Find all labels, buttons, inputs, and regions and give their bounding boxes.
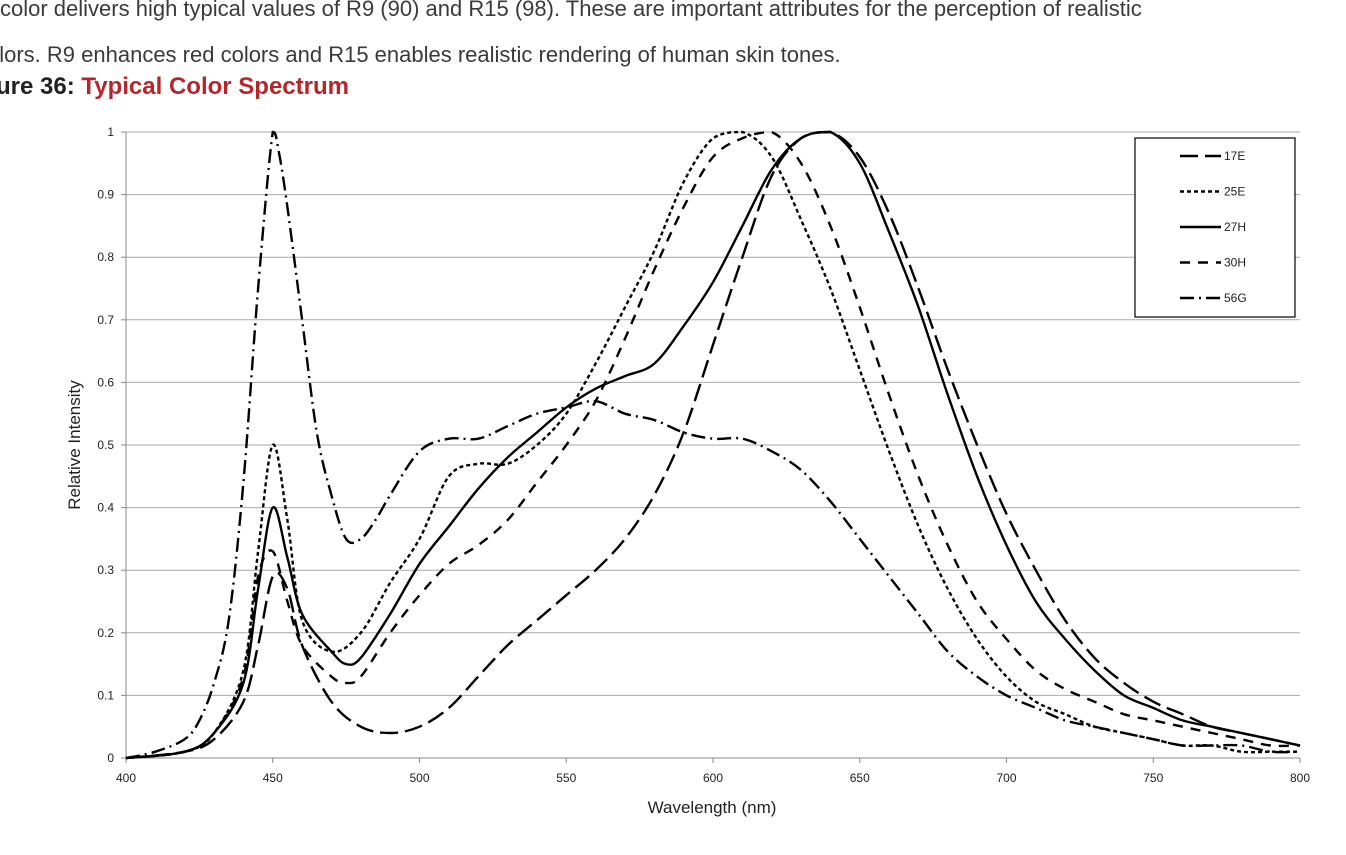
y-tick-label: 0.5 bbox=[97, 438, 114, 452]
x-axis-label: Wavelength (nm) bbox=[648, 798, 777, 817]
legend-label-56G: 56G bbox=[1224, 291, 1247, 305]
intro-line-1: color delivers high typical values of R9… bbox=[0, 0, 1142, 21]
figure-label: Figure 36: bbox=[0, 73, 75, 100]
x-tick-label: 550 bbox=[556, 771, 576, 785]
y-tick-label: 0.6 bbox=[97, 375, 114, 389]
intro-line-2: colors. R9 enhances red colors and R15 e… bbox=[0, 42, 841, 67]
figure-caption: Figure 36: Typical Color Spectrum bbox=[0, 73, 349, 101]
legend-label-27H: 27H bbox=[1224, 220, 1246, 234]
intro-paragraph: color delivers high typical values of R9… bbox=[0, 0, 1346, 78]
legend: 17E 25E 27H 30H 56G bbox=[1134, 137, 1296, 318]
x-tick-label: 650 bbox=[850, 771, 870, 785]
x-tick-label: 750 bbox=[1143, 771, 1163, 785]
legend-label-25E: 25E bbox=[1224, 185, 1245, 199]
x-tick-label: 700 bbox=[996, 771, 1016, 785]
y-tick-label: 0.9 bbox=[97, 188, 114, 202]
x-tick-label: 600 bbox=[703, 771, 723, 785]
y-tick-label: 0 bbox=[107, 751, 114, 765]
y-tick-label: 0.7 bbox=[97, 313, 114, 327]
x-tick-label: 400 bbox=[116, 771, 136, 785]
grid-lines bbox=[126, 131, 1300, 696]
y-tick-label: 0.8 bbox=[97, 250, 114, 264]
x-tick-label: 500 bbox=[409, 771, 429, 785]
series-line-25E bbox=[125, 130, 1300, 760]
x-tick-label: 450 bbox=[263, 771, 283, 785]
legend-label-30H: 30H bbox=[1224, 256, 1246, 270]
series-line-17E bbox=[125, 130, 1301, 760]
legend-label-17E: 17E bbox=[1224, 149, 1245, 163]
series-line-30H bbox=[125, 130, 1301, 760]
y-tick-label: 1 bbox=[107, 125, 114, 139]
y-tick-label: 0.4 bbox=[97, 501, 114, 515]
series-line-56G bbox=[125, 130, 1301, 760]
x-tick-label: 800 bbox=[1290, 771, 1310, 785]
y-tick-label: 0.3 bbox=[97, 563, 114, 577]
y-tick-label: 0.1 bbox=[97, 688, 114, 702]
y-tick-label: 0.2 bbox=[97, 626, 114, 640]
figure-title: Typical Color Spectrum bbox=[81, 73, 349, 100]
axes: 0 0.1 0.2 0.3 0.4 0.5 0.6 0.7 0.8 0.9 1 400 450 500 55… bbox=[97, 125, 1310, 785]
series-line-27H bbox=[125, 130, 1301, 760]
series-group bbox=[125, 130, 1301, 760]
y-axis-label: Relative Intensity bbox=[65, 380, 84, 510]
